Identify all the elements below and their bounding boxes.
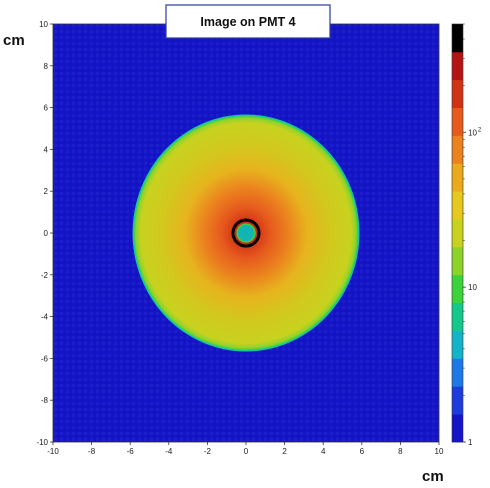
y-tick-label: -2 xyxy=(41,271,49,280)
x-axis-label: cm xyxy=(422,468,444,485)
x-tick-label: -8 xyxy=(88,447,96,456)
y-tick-label: 2 xyxy=(44,187,49,196)
y-tick-label: 6 xyxy=(44,104,49,113)
colorbar-ticks: 1 10 102 xyxy=(463,23,482,447)
x-tick-label: -4 xyxy=(165,447,173,456)
y-tick-label: 0 xyxy=(44,229,49,238)
colorbar-segment xyxy=(452,302,463,331)
x-tick-label: -2 xyxy=(204,447,212,456)
colorbar-segment xyxy=(452,163,463,192)
colorbar-segment xyxy=(452,219,463,248)
x-tick-label: 10 xyxy=(435,447,444,456)
x-tick-label: 6 xyxy=(360,447,365,456)
y-axis-ticks: -10 -8 -6 -4 -2 0 2 4 6 8 10 xyxy=(36,20,53,447)
x-tick-label: 2 xyxy=(282,447,287,456)
y-tick-label: -4 xyxy=(41,313,49,322)
colorbar-segment xyxy=(452,191,463,220)
x-axis-ticks: -10 -8 -6 -4 -2 0 2 4 6 8 10 xyxy=(47,442,444,456)
colorbar-frame xyxy=(451,23,464,443)
x-tick-label: 0 xyxy=(244,447,249,456)
x-tick-label: -6 xyxy=(127,447,135,456)
colorbar-segment xyxy=(452,414,463,443)
colorbar-segment xyxy=(452,246,463,276)
colorbar-tick-exponent: 2 xyxy=(478,127,482,133)
x-tick-label: -10 xyxy=(47,447,59,456)
y-tick-label: -6 xyxy=(41,354,49,363)
colorbar-segment xyxy=(452,135,463,164)
central-hole xyxy=(237,224,255,242)
x-tick-label: 4 xyxy=(321,447,326,456)
colorbar-segment xyxy=(452,51,463,81)
y-tick-label: -8 xyxy=(41,396,49,405)
y-tick-label: 8 xyxy=(44,62,49,71)
disk-inner-rim xyxy=(137,119,355,347)
colorbar xyxy=(451,23,464,443)
y-tick-label: 10 xyxy=(39,20,48,29)
colorbar-segment xyxy=(452,107,463,136)
colorbar-segment xyxy=(452,274,463,304)
colorbar-segment xyxy=(452,330,463,359)
colorbar-tick-label: 1 xyxy=(468,438,473,447)
colorbar-tick-label: 102 xyxy=(468,127,482,137)
disk-layer xyxy=(132,114,360,352)
colorbar-tick-label: 10 xyxy=(468,283,477,292)
y-tick-label: -10 xyxy=(36,438,48,447)
colorbar-segment xyxy=(452,24,463,53)
colorbar-segment xyxy=(452,79,463,108)
y-tick-label: 4 xyxy=(44,145,49,154)
title-box xyxy=(165,4,331,39)
chart-title: Image on PMT 4 xyxy=(200,15,295,29)
colorbar-segment xyxy=(452,386,463,415)
y-axis-label: cm xyxy=(3,32,25,49)
x-tick-label: 8 xyxy=(398,447,403,456)
colorbar-segment xyxy=(452,358,463,387)
